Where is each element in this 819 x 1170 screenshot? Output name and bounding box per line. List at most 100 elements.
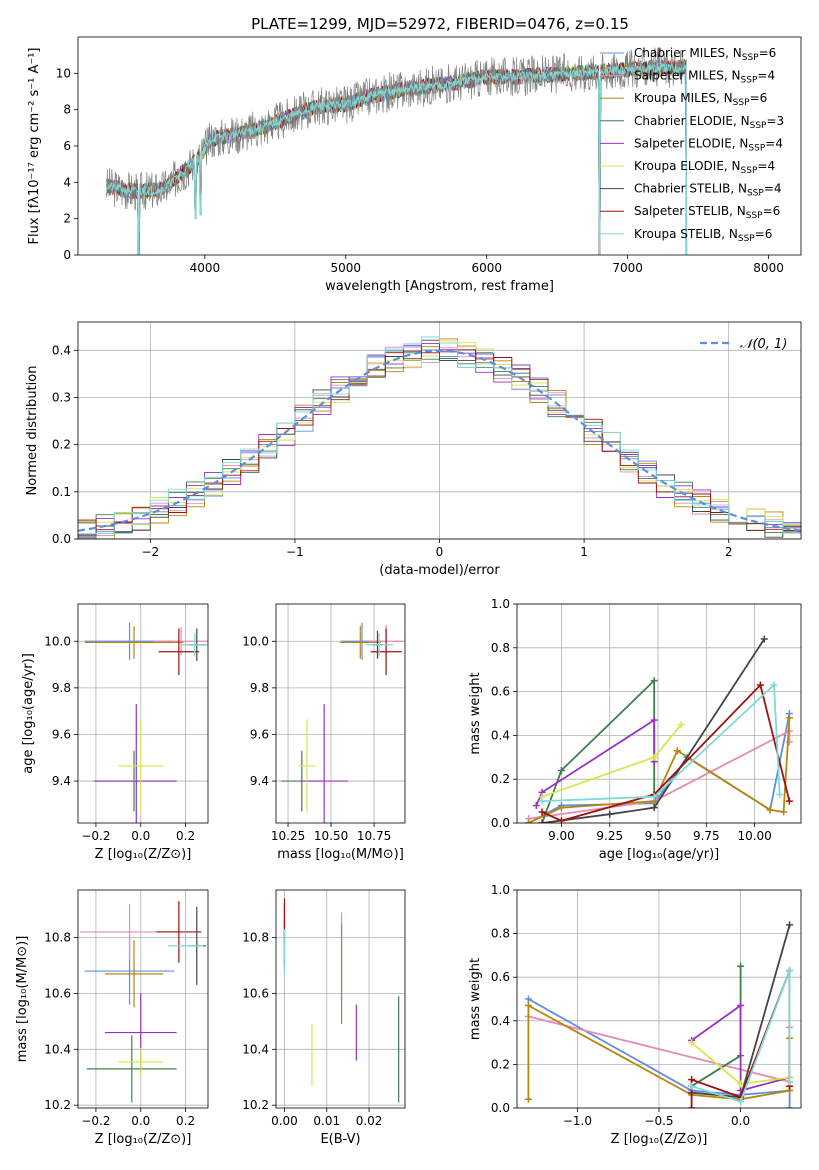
x-axis-label: (data-model)/error [379, 563, 500, 578]
weight-point-marker [737, 1080, 745, 1088]
weight-point-marker [524, 1002, 532, 1010]
plot-area [525, 635, 793, 823]
y-tick-label: 4 [63, 175, 71, 189]
legend-entry-sub: SSP [747, 189, 764, 199]
legend-entry: Chabrier STELIB, NSSP=4 [634, 182, 782, 199]
x-tick-label: 9.50 [645, 829, 672, 843]
legend-entry-tail: =6 [759, 46, 777, 60]
x-tick-label: 10.00 [737, 829, 771, 843]
x-axis-label: Z [log₁₀(Z/Z⊙)] [95, 1132, 192, 1147]
x-tick-label: −1 [286, 545, 304, 559]
x-tick-label: 0.0 [731, 1114, 750, 1128]
weight-point-marker [756, 681, 764, 689]
legend-entry-sub: SSP [750, 121, 767, 131]
panel-mass-age: 10.25 10.50 10.75 9.4 9.6 9.8 10.0 mass [log₁₀(… [242, 603, 406, 862]
plot-area [78, 336, 801, 539]
legend-entry-sub: SSP [748, 143, 765, 153]
weight-series-line [691, 1003, 790, 1092]
weight-point-marker [688, 1076, 696, 1084]
x-tick-label: 5000 [331, 261, 362, 275]
y-tick-label: 0.2 [52, 438, 71, 452]
weight-point-marker [737, 962, 745, 970]
x-tick-label: 0.2 [176, 1114, 195, 1128]
weight-point-marker [737, 1097, 745, 1105]
panel-z-weight: −1.0 −0.5 0.0 0.0 0.2 0.4 0.6 0.8 1.0 Z [log₁₀(Z/… [468, 883, 802, 1147]
y-tick-label: 6 [63, 139, 71, 153]
plot-area [105, 46, 688, 255]
weight-point-marker [776, 791, 784, 799]
legend-entry-label: Kroupa ELODIE, N [634, 159, 741, 173]
legend-entry-label: Salpeter ELODIE, N [634, 136, 748, 150]
y-tick-label: 9.6 [52, 727, 71, 741]
x-axis-label: wavelength [Angstrom, rest frame] [325, 279, 554, 294]
x-tick-label: −0.5 [644, 1114, 673, 1128]
axes-frame [77, 889, 209, 1109]
legend-entry: Chabrier ELODIE, NSSP=3 [634, 114, 784, 131]
weight-point-marker [524, 995, 532, 1003]
y-tick-label: 0.6 [491, 685, 510, 699]
weight-point-marker [786, 967, 794, 975]
legend-entry-tail: =6 [750, 91, 768, 105]
y-axis-label: mass weight [468, 672, 483, 754]
x-tick-label: 1 [580, 545, 588, 559]
y-tick-label: 10.6 [242, 986, 269, 1000]
weight-point-marker [786, 921, 794, 929]
x-tick-label: 10.25 [271, 829, 305, 843]
weight-point-marker [650, 753, 658, 761]
y-tick-label: 0.8 [491, 641, 510, 655]
weight-point-marker [688, 1104, 696, 1108]
legend-entry-sub: SSP [733, 98, 750, 108]
y-tick-label: 0.0 [491, 816, 510, 830]
weight-point-marker [766, 806, 774, 814]
y-tick-label: 0.4 [52, 343, 71, 357]
axes-frame [275, 889, 406, 1109]
panel-z-mass: −0.2 0.0 0.2 10.2 10.4 10.6 10.8 Z [log₁₀(Z/Z⊙)… [15, 889, 209, 1147]
residual-histogram [78, 336, 801, 535]
weight-point-marker [785, 714, 793, 722]
x-tick-label: 8000 [753, 261, 784, 275]
y-tick-label: 0.2 [491, 1057, 510, 1071]
plot-area [283, 898, 400, 1103]
plot-area [80, 901, 206, 1103]
y-tick-label: 0.4 [491, 728, 510, 742]
legend-entry-sub: SSP [738, 234, 755, 244]
weight-point-marker [524, 1095, 532, 1103]
legend-entry-label: Salpeter STELIB, N [634, 204, 746, 218]
axes-frame [77, 36, 802, 256]
gaussian-curve [78, 349, 801, 532]
legend-entry: Kroupa ELODIE, NSSP=4 [634, 159, 775, 176]
x-tick-label: 0 [436, 545, 444, 559]
x-tick-label: 0.01 [313, 1114, 340, 1128]
x-tick-label: −1.0 [563, 1114, 592, 1128]
plot-area [281, 622, 404, 823]
legend-entry: Salpeter MILES, NSSP=4 [634, 69, 775, 86]
weight-point-marker [606, 810, 614, 818]
weight-point-marker [532, 801, 540, 809]
y-tick-label: 1.0 [491, 597, 510, 611]
weight-point-marker [673, 747, 681, 755]
y-tick-label: 10.2 [242, 1098, 269, 1112]
y-tick-label: 10.8 [242, 931, 269, 945]
weight-point-marker [538, 808, 546, 816]
y-tick-label: 9.8 [250, 681, 269, 695]
x-tick-label: 9.25 [596, 829, 623, 843]
weight-point-marker [688, 1082, 696, 1090]
legend-entry: Kroupa STELIB, NSSP=6 [634, 227, 772, 244]
legend-entry-tail: =6 [755, 227, 773, 241]
y-tick-label: 10.0 [242, 634, 269, 648]
x-tick-label: 4000 [190, 261, 221, 275]
panel-spectrum: 4000 5000 6000 7000 8000 0 2 4 6 8 10 wavelength [A… [27, 36, 802, 294]
y-tick-label: 10 [56, 66, 71, 80]
weight-point-marker [557, 804, 565, 812]
weight-point-marker [650, 677, 658, 685]
axes-frame [77, 603, 209, 824]
weight-point-marker [786, 1104, 794, 1108]
y-tick-label: 0 [63, 248, 71, 262]
best-fit-spectrum-line [105, 62, 688, 255]
weight-point-marker [786, 1078, 794, 1086]
y-tick-label: 0.4 [491, 1014, 510, 1028]
legend-entry: Kroupa MILES, NSSP=6 [634, 91, 767, 108]
y-tick-label: 0.8 [491, 927, 510, 941]
y-tick-label: 8 [63, 103, 71, 117]
